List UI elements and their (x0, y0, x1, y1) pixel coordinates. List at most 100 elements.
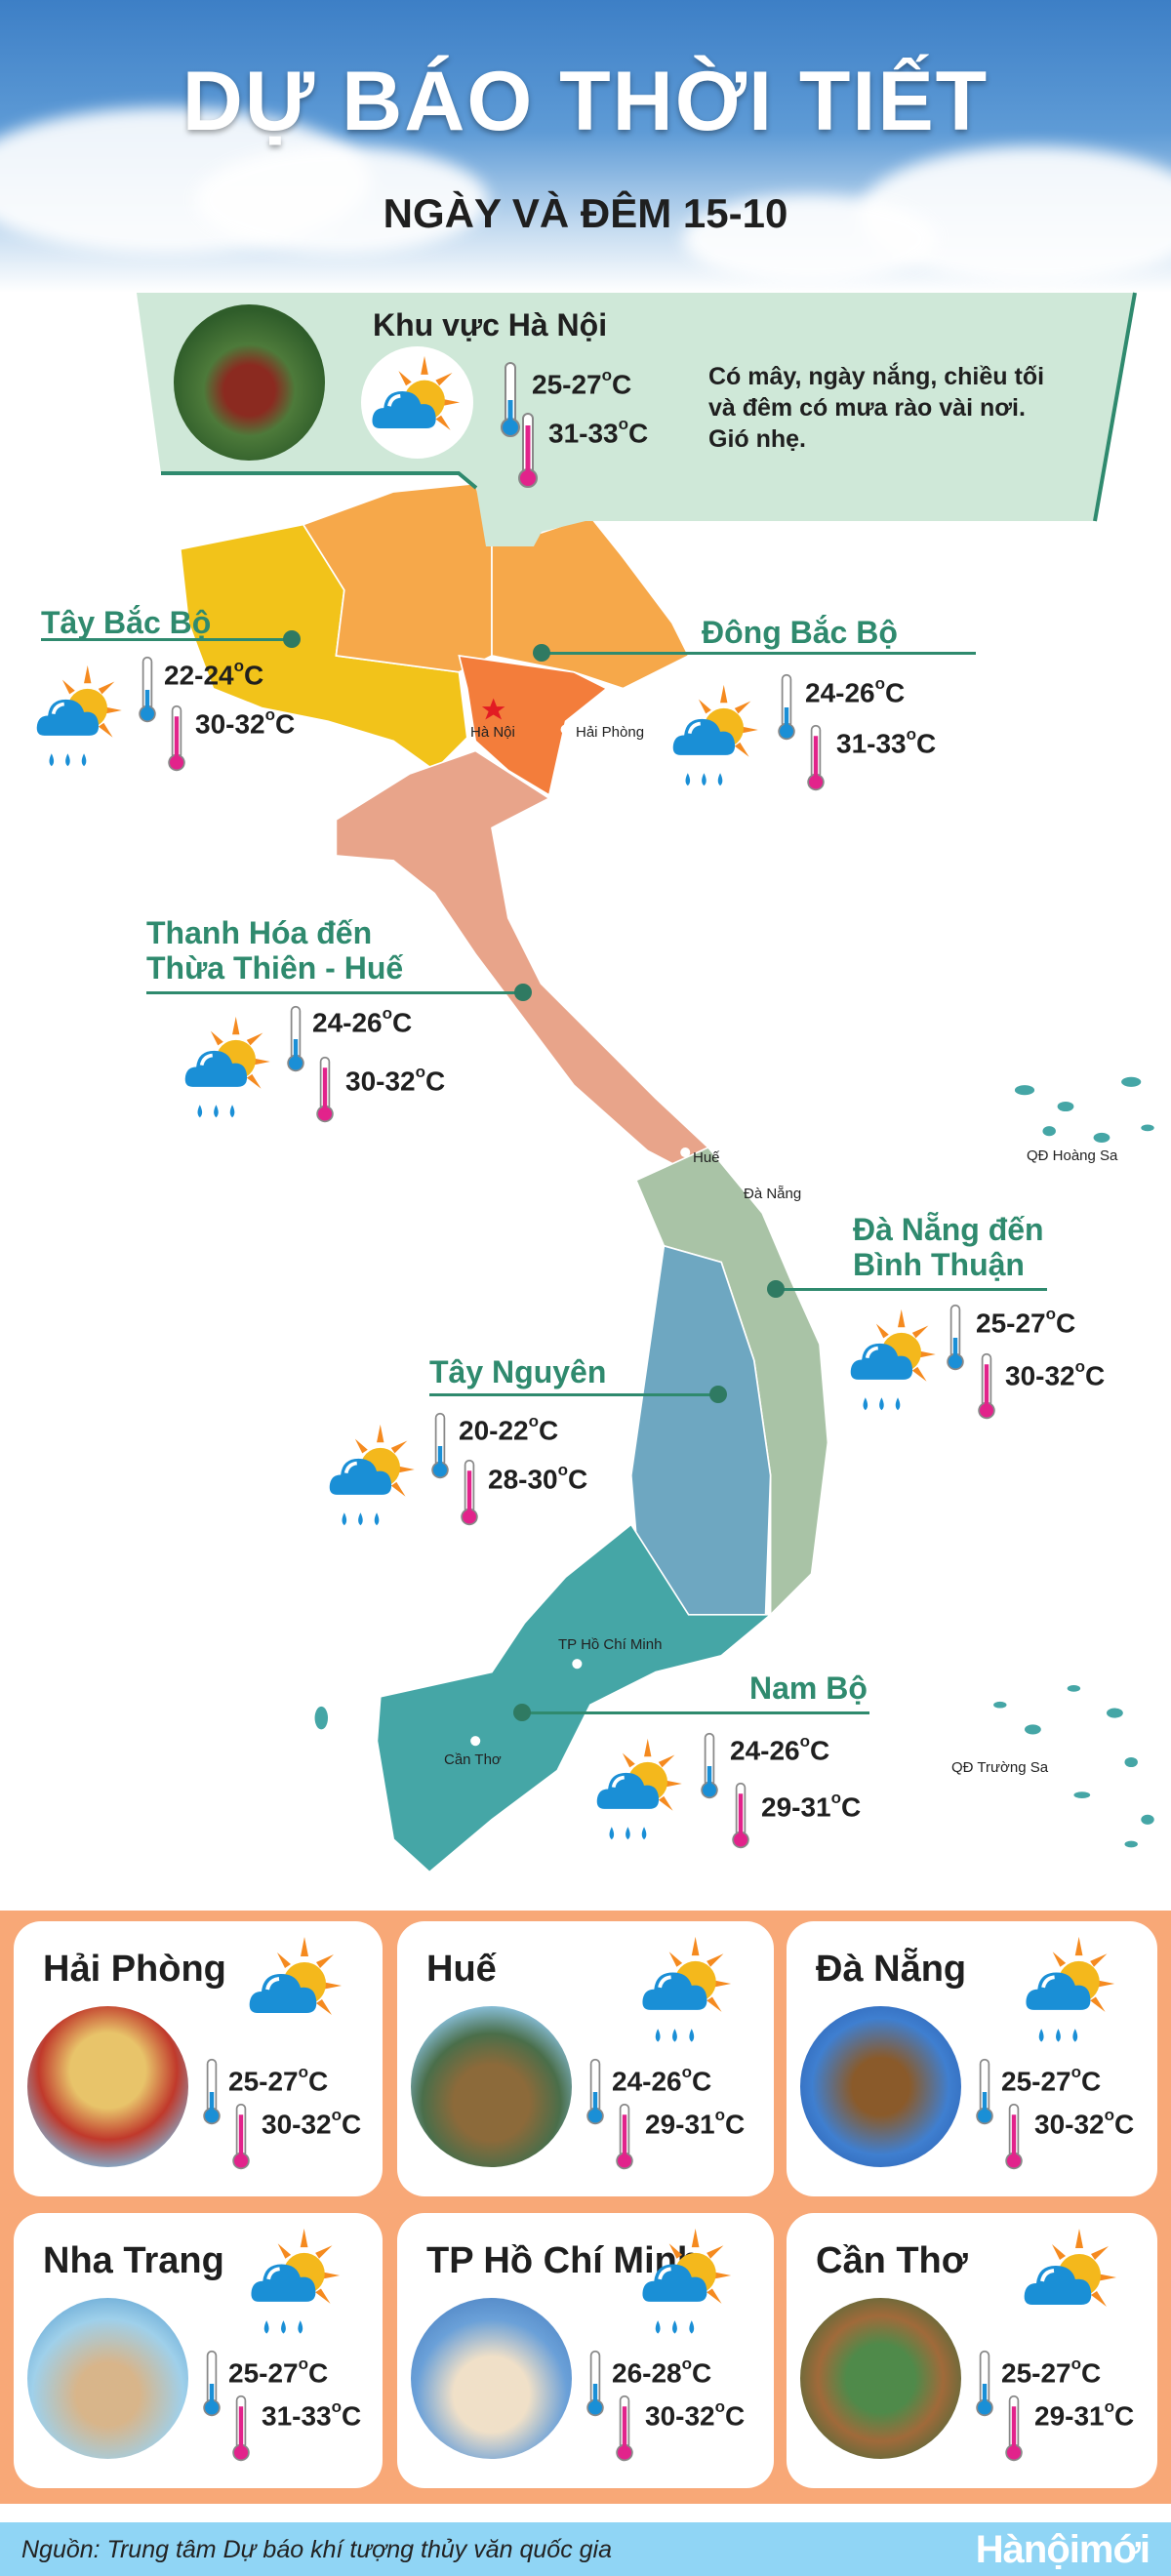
hanoi-temp-high: 31-33oC (548, 415, 649, 449)
place-hai-phong: Hải Phòng (576, 724, 645, 741)
cloud-sun-rain-icon (664, 683, 766, 800)
thermometer-low-icon (429, 1412, 451, 1480)
thermometer-low-icon (201, 2350, 222, 2418)
region-label-tay-nguyen: Tây Nguyên (429, 1354, 607, 1389)
city-name: Huế (426, 1949, 497, 1990)
thermometer-high-icon (1003, 2395, 1025, 2463)
map-region-dong-bang (458, 654, 609, 797)
temp-high: 30-32oC (1034, 2106, 1135, 2140)
thermometer-low-icon (201, 2058, 222, 2126)
city-card: Hải Phòng 25-27oC 30-32oC (14, 1921, 383, 2196)
city-name: Nha Trang (43, 2240, 224, 2281)
cloud-sun-rain-icon (637, 1935, 735, 2057)
temp-low: 22-24oC (164, 657, 264, 691)
city-photo (27, 2006, 188, 2167)
cloud-sun-rain-icon (320, 1423, 423, 1540)
place-hoang-sa: QĐ Hoàng Sa (1027, 1147, 1118, 1164)
city-card: TP Hồ Chí Minh 26-28oC 30-32oC (397, 2213, 774, 2488)
hanoi-star-icon (481, 698, 505, 720)
city-card: Cần Thơ 25-27oC 29-31oC (787, 2213, 1157, 2488)
map-region-nam-bo (376, 1523, 773, 1873)
cloud-sun-rain-icon (587, 1737, 690, 1854)
thermometer-high-icon (805, 724, 827, 792)
city-name: TP Hồ Chí Minh (426, 2240, 701, 2281)
temp-high: 29-31oC (645, 2106, 746, 2140)
cloud-rain-icon (246, 2227, 343, 2349)
city-name: Cần Thơ (816, 2240, 968, 2281)
hanoi-weather-badge (361, 346, 473, 459)
region-label-thanh-hoa-hue: Thanh Hóa đến Thừa Thiên - Huế (146, 915, 404, 986)
temp-high: 31-33oC (836, 725, 937, 759)
temp-low: 25-27oC (1001, 2355, 1102, 2389)
place-hue: Huế (693, 1149, 720, 1166)
temp-high: 29-31oC (1034, 2397, 1135, 2432)
temp-low: 25-27oC (228, 2063, 329, 2097)
thermometer-low-icon (974, 2058, 995, 2126)
thermometer-high-icon (517, 412, 539, 490)
city-card: Đà Nẵng 25-27oC 30-32oC (787, 1921, 1157, 2196)
temp-high: 30-32oC (345, 1063, 446, 1097)
temp-low: 24-26oC (312, 1004, 413, 1038)
city-photo (411, 2298, 572, 2459)
temp-high: 30-32oC (1005, 1357, 1106, 1391)
cloud-sun-rain-icon (1021, 1935, 1118, 2057)
temp-high: 29-31oC (761, 1789, 862, 1823)
region-marker (767, 1280, 785, 1298)
temp-high: 28-30oC (488, 1461, 588, 1495)
city-name: Hải Phòng (43, 1949, 226, 1990)
cloud-sun-rain-icon (637, 2227, 735, 2349)
place-hcm: TP Hồ Chí Minh (558, 1636, 663, 1653)
city-photo (800, 2298, 961, 2459)
thermometer-high-icon (1003, 2103, 1025, 2171)
temp-low: 25-27oC (976, 1305, 1076, 1339)
city-photo (27, 2298, 188, 2459)
city-name: Đà Nẵng (816, 1949, 967, 1990)
thermometer-low-icon (699, 1732, 720, 1800)
temp-low: 24-26oC (730, 1732, 830, 1766)
thermometer-low-icon (285, 1005, 306, 1073)
city-card: Nha Trang 25-27oC 31-33oC (14, 2213, 383, 2488)
region-label-nam-bo: Nam Bộ (749, 1670, 868, 1706)
cloud-sun-rain-icon (176, 1015, 278, 1132)
thermometer-high-icon (166, 704, 187, 773)
cloud-sun-icon (1021, 2227, 1118, 2324)
temp-low: 24-26oC (805, 674, 906, 708)
thermometer-low-icon (945, 1304, 966, 1372)
footer: Nguồn: Trung tâm Dự báo khí tượng thủy v… (0, 2522, 1171, 2576)
thermometer-high-icon (614, 2395, 635, 2463)
temp-low: 25-27oC (228, 2355, 329, 2389)
city-photo (411, 2006, 572, 2167)
temp-low: 25-27oC (1001, 2063, 1102, 2097)
sky-banner (0, 0, 1171, 293)
thermometer-high-icon (314, 1056, 336, 1124)
region-label-dong-bac: Đông Bắc Bộ (702, 615, 898, 650)
temp-high: 30-32oC (645, 2397, 746, 2432)
hanoi-temp-low: 25-27oC (532, 366, 632, 400)
region-marker (533, 644, 550, 662)
thermometer-high-icon (614, 2103, 635, 2171)
source-credit: Nguồn: Trung tâm Dự báo khí tượng thủy v… (21, 2536, 613, 2563)
place-truong-sa: QĐ Trường Sa (951, 1759, 1049, 1776)
region-marker (514, 984, 532, 1001)
thermometer-high-icon (459, 1459, 480, 1527)
hanoi-description: Có mây, ngày nắng, chiều tối và đêm có m… (708, 363, 1045, 453)
place-can-tho: Cần Thơ (444, 1751, 502, 1768)
temp-high: 30-32oC (262, 2106, 362, 2140)
temp-high: 30-32oC (195, 705, 296, 740)
thermometer-high-icon (230, 2395, 252, 2463)
region-label-tay-bac: Tây Bắc Bộ (41, 605, 212, 640)
thermometer-high-icon (730, 1782, 751, 1850)
region-marker (709, 1386, 727, 1403)
hanoi-photo (174, 304, 325, 461)
thermometer-low-icon (776, 673, 797, 742)
city-card: Huế 24-26oC 29-31oC (397, 1921, 774, 2196)
thermometer-high-icon (230, 2103, 252, 2171)
vietnam-map (179, 482, 1154, 1873)
region-label-da-nang-binh-thuan: Đà Nẵng đến Bình Thuận (853, 1212, 1044, 1282)
region-marker (283, 630, 301, 648)
thermometer-low-icon (585, 2350, 606, 2418)
cloud-sun-icon (246, 1935, 343, 2033)
thermometer-low-icon (585, 2058, 606, 2126)
thermometer-low-icon (974, 2350, 995, 2418)
thermometer-low-icon (137, 656, 158, 724)
